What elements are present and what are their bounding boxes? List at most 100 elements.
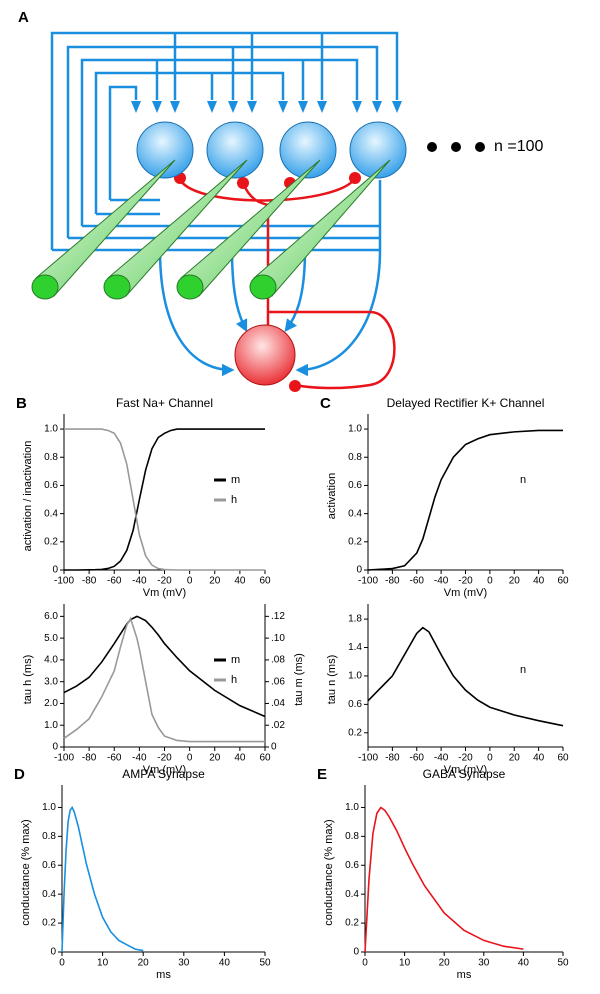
y-tick-label: 5.0 xyxy=(44,633,58,644)
y-tick-label: 0.6 xyxy=(345,860,359,871)
legend-label: h xyxy=(231,494,237,506)
x-tick-label: 60 xyxy=(259,576,271,587)
x-tick-label: -20 xyxy=(157,576,172,587)
series-line xyxy=(64,428,265,571)
y-tick-label: 1.0 xyxy=(345,802,359,813)
chart-title: GABA Synapse xyxy=(423,767,506,781)
y-tick-label: 0 xyxy=(356,565,362,576)
y-tick-label: 0.6 xyxy=(348,480,362,491)
y-tick-label: 3.0 xyxy=(44,676,58,687)
y-axis-label: tau h (ms) xyxy=(22,655,34,705)
y-tick-label: 1.0 xyxy=(348,671,362,682)
panel-label: B xyxy=(16,395,27,412)
y2-tick-label: .12 xyxy=(271,611,285,622)
x-tick-label: 10 xyxy=(97,958,109,969)
legend-label: m xyxy=(231,654,240,666)
x-tick-label: -20 xyxy=(157,753,172,764)
series-line xyxy=(63,615,266,718)
y-tick-label: 0.2 xyxy=(42,918,56,929)
panel-label: A xyxy=(18,9,29,26)
x-tick-label: 60 xyxy=(557,753,569,764)
x-tick-label: 0 xyxy=(187,576,193,587)
x-tick-label: -60 xyxy=(107,753,122,764)
panel-label: E xyxy=(317,766,327,783)
y-tick-label: 0.6 xyxy=(44,480,58,491)
axis-line xyxy=(367,604,563,748)
x-tick-label: 30 xyxy=(478,958,490,969)
y-tick-label: 1.0 xyxy=(44,720,58,731)
y-tick-label: 0 xyxy=(353,947,359,958)
x-tick-label: -60 xyxy=(107,576,122,587)
x-axis-label: ms xyxy=(457,969,472,981)
axis-line xyxy=(63,414,265,571)
y-tick-label: 1.0 xyxy=(44,424,58,435)
y2-tick-label: .06 xyxy=(271,676,285,687)
x-tick-label: 0 xyxy=(59,958,65,969)
x-tick-label: -100 xyxy=(54,753,74,764)
y-tick-label: 0.8 xyxy=(348,452,362,463)
y-tick-label: 0.8 xyxy=(44,452,58,463)
x-tick-label: 40 xyxy=(234,753,246,764)
legend-label: m xyxy=(231,474,240,486)
y2-tick-label: .04 xyxy=(271,698,285,709)
axis-line xyxy=(367,414,563,571)
x-tick-label: 40 xyxy=(234,576,246,587)
x-tick-label: 20 xyxy=(509,753,521,764)
y-tick-label: 0 xyxy=(50,947,56,958)
axis-line xyxy=(364,785,563,953)
x-tick-label: 20 xyxy=(509,576,521,587)
x-axis-label: Vm (mV) xyxy=(143,764,186,776)
series-line xyxy=(367,626,564,727)
y-tick-label: 0.4 xyxy=(44,508,58,519)
y-tick-label: 0.4 xyxy=(348,508,362,519)
network-diagram: A n =100 xyxy=(18,9,543,392)
y-axis-label: conductance (% max) xyxy=(323,819,335,925)
axis-line xyxy=(61,785,265,953)
x-tick-label: -80 xyxy=(82,753,97,764)
x-tick-label: -40 xyxy=(132,576,147,587)
x-tick-label: 20 xyxy=(209,753,221,764)
series-line xyxy=(63,616,265,743)
x-tick-label: -20 xyxy=(458,753,473,764)
y-tick-label: 4.0 xyxy=(44,655,58,666)
x-tick-label: -80 xyxy=(82,576,97,587)
x-tick-label: 0 xyxy=(187,753,193,764)
y-tick-label: 6.0 xyxy=(44,611,58,622)
x-tick-label: 60 xyxy=(557,576,569,587)
legend-label: n xyxy=(520,474,526,486)
y-axis-label: tau n (ms) xyxy=(326,655,338,705)
x-tick-label: 20 xyxy=(138,958,150,969)
series-line xyxy=(61,805,144,953)
x-tick-label: -40 xyxy=(434,576,449,587)
x-tick-label: -40 xyxy=(434,753,449,764)
x-tick-label: -60 xyxy=(410,753,425,764)
chart-title: Fast Na+ Channel xyxy=(116,396,213,410)
x-tick-label: 0 xyxy=(487,753,493,764)
chart-title: AMPA Synapse xyxy=(122,767,205,781)
y-tick-label: 0.2 xyxy=(44,536,58,547)
y-tick-label: 1.0 xyxy=(348,424,362,435)
y-tick-label: 0.2 xyxy=(348,727,362,738)
y-axis-label: conductance (% max) xyxy=(20,819,32,925)
x-tick-label: 20 xyxy=(209,576,221,587)
x-tick-label: -100 xyxy=(358,576,378,587)
y-tick-label: 0.8 xyxy=(345,831,359,842)
x-tick-label: -60 xyxy=(410,576,425,587)
x-tick-label: -40 xyxy=(132,753,147,764)
legend-label: n xyxy=(520,664,526,676)
series-line xyxy=(364,806,524,953)
x-tick-label: -100 xyxy=(54,576,74,587)
y2-tick-label: .02 xyxy=(271,720,285,731)
panel-label: D xyxy=(14,766,25,783)
y2-tick-label: .08 xyxy=(271,655,285,666)
x-tick-label: 40 xyxy=(533,753,545,764)
y-tick-label: 0.4 xyxy=(42,889,56,900)
panel-label: C xyxy=(320,395,331,412)
x-tick-label: -80 xyxy=(385,753,400,764)
x-tick-label: 0 xyxy=(362,958,368,969)
x-tick-label: 40 xyxy=(518,958,530,969)
x-axis-label: Vm (mV) xyxy=(143,587,186,599)
y-tick-label: 0.4 xyxy=(345,889,359,900)
x-tick-label: 50 xyxy=(259,958,271,969)
x-tick-label: 10 xyxy=(399,958,411,969)
